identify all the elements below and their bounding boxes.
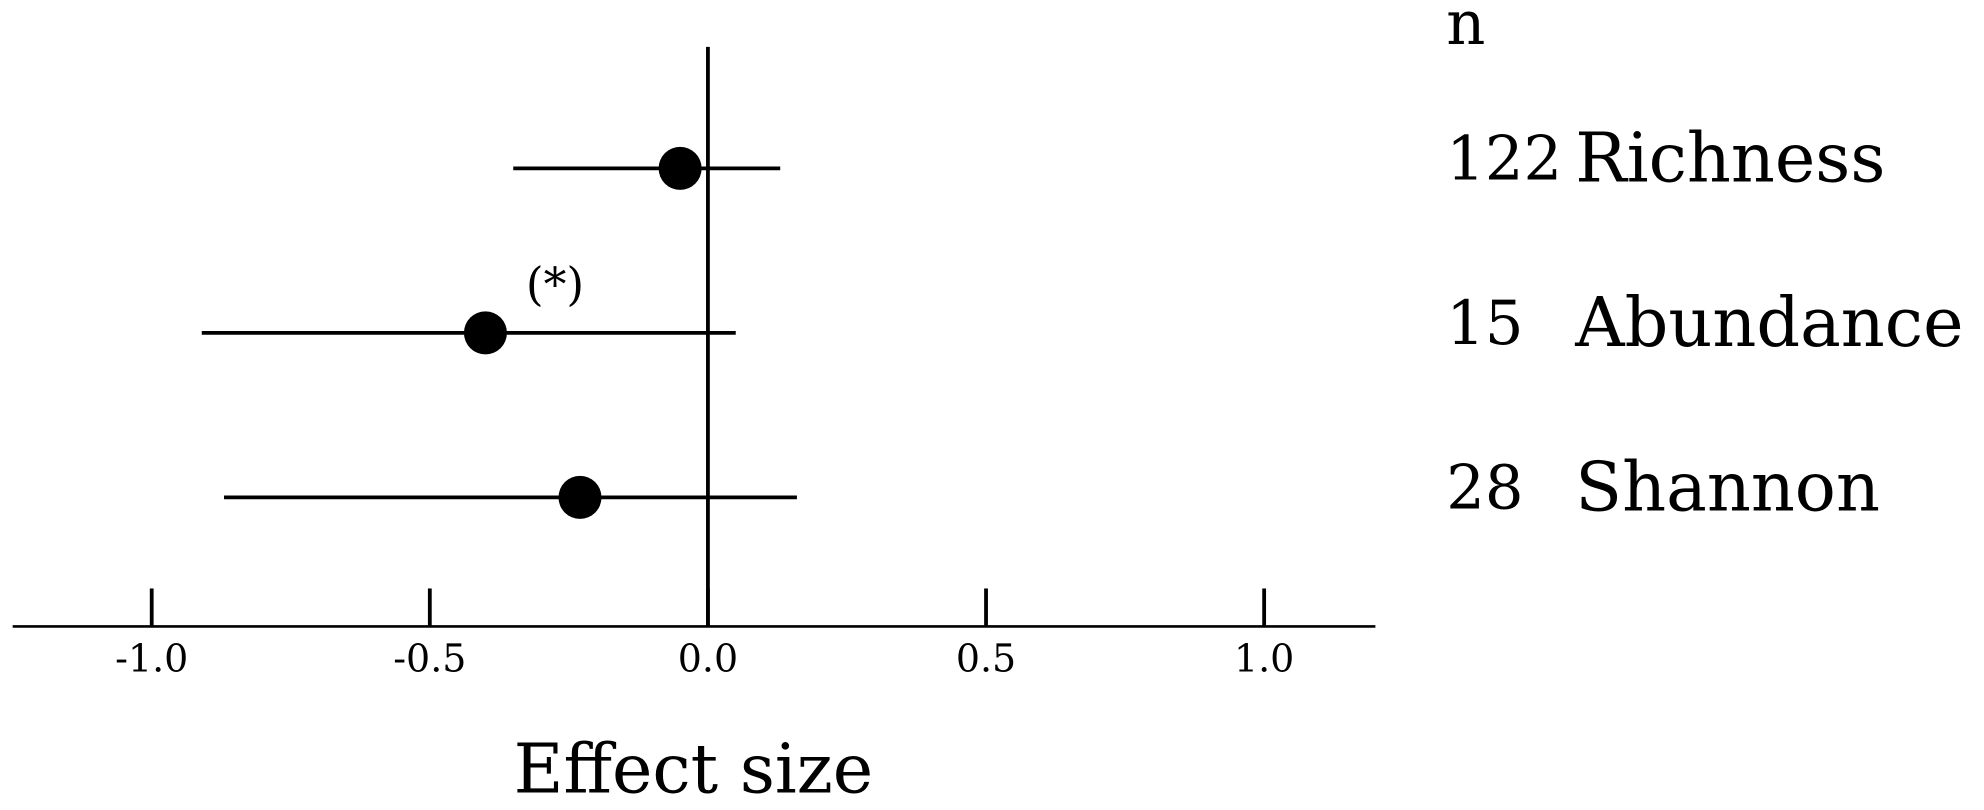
x-tick-label: -0.5 — [393, 636, 466, 680]
category-label: Richness — [1575, 119, 1885, 198]
category-label: Abundance — [1574, 284, 1963, 363]
x-tick-label: 0.0 — [678, 636, 738, 680]
n-value: 28 — [1446, 453, 1523, 523]
x-tick-label: -1.0 — [115, 636, 188, 680]
category-label: Shannon — [1575, 448, 1880, 527]
n-value: 15 — [1446, 289, 1523, 359]
effect-point — [558, 475, 602, 519]
n-header: n — [1446, 0, 1485, 59]
x-tick-label: 0.5 — [956, 636, 1016, 680]
effect-point — [658, 146, 702, 190]
annotation: (*) — [526, 258, 584, 311]
effect-point — [463, 311, 507, 355]
x-tick-label: 1.0 — [1234, 636, 1294, 680]
x-axis-label: Effect size — [514, 730, 874, 809]
n-value: 122 — [1446, 124, 1562, 194]
